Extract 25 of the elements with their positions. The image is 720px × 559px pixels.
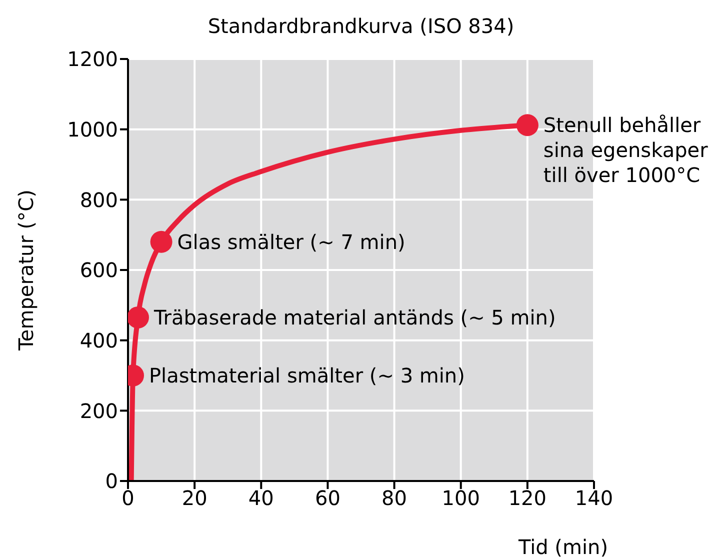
x-axis-title: Tid (min) [518,535,608,559]
x-tick-label: 20 [182,486,208,510]
x-tick-label: 60 [314,486,340,510]
y-tick-label: 600 [80,258,118,282]
annotation: Glas smälter (~ 7 min) [177,230,406,254]
x-tick-label: 40 [248,486,274,510]
y-tick-label: 200 [80,398,118,423]
y-tick-label: 1000 [67,117,118,142]
y-tick-label: 0 [105,469,118,494]
y-axis-title: Temperatur (°C) [14,190,38,350]
x-tick-label: 100 [442,486,480,510]
x-tick-label: 0 [122,486,134,510]
annotation: Stenull behåller sina egenskaper till över 1000°C [543,113,709,188]
x-tick-label: 80 [382,486,408,510]
x-tick-label: 120 [508,486,547,510]
y-tick-label: 400 [80,328,118,352]
x-tick-label: 140 [574,486,614,510]
point [516,114,538,136]
y-tick-label: 800 [80,188,118,212]
chart-title: Standardbrandkurva (ISO 834) [206,14,516,38]
point [128,306,149,328]
annotation: Plastmaterial smälter (~ 3 min) [148,364,465,388]
point [150,230,172,253]
annotation: Träbaserade material antänds (~ 5 min) [152,305,556,330]
y-tick-label: 1200 [67,47,118,72]
